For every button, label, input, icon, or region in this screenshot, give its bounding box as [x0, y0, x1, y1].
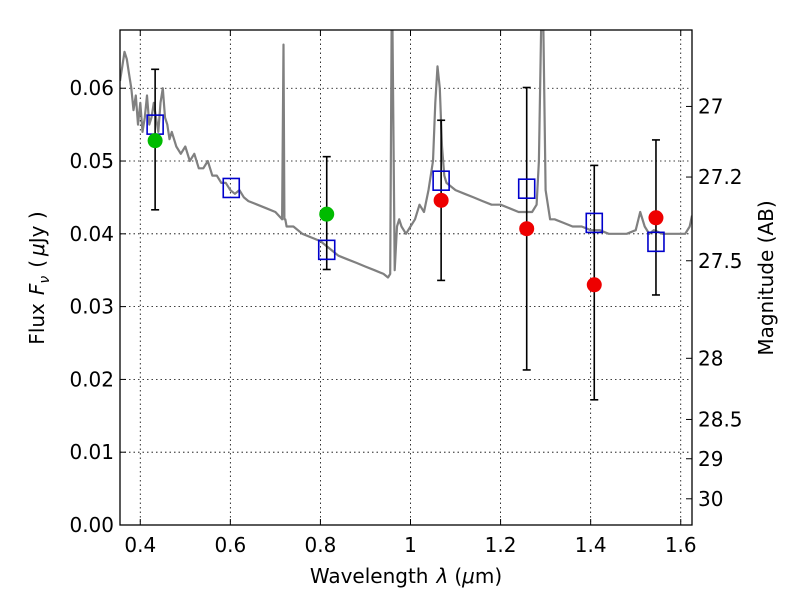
axis-ticks: 0.4 0.6 0.8 1 1.2 1.4 1.6 0.00 0.01 0.02 0.03 0.04 0…: [69, 30, 743, 557]
y2-tick-label: 27.2: [698, 165, 743, 189]
observed-point-marker: [519, 221, 535, 237]
y-tick-label: 0.03: [69, 295, 114, 319]
y2-tick-label: 28.5: [698, 407, 743, 431]
x-tick-label: 1.2: [485, 533, 517, 557]
y-axis-title: FluxFν(μJy ): [25, 211, 53, 344]
data-markers: [146, 114, 665, 293]
observed-point-marker: [147, 133, 163, 149]
y2-tick-label: 27: [698, 94, 723, 118]
y-tick-label: 0.05: [69, 149, 114, 173]
model-square-marker: [222, 177, 241, 199]
x-tick-label: 0.8: [305, 533, 337, 557]
y-tick-label: 0.04: [69, 222, 114, 246]
x-tick-label: 0.6: [214, 533, 246, 557]
x-tick-label: 0.4: [124, 533, 156, 557]
model-square-marker: [317, 239, 336, 261]
model-square-marker: [647, 231, 665, 253]
x-axis-title: Wavelength λ (μm): [310, 564, 502, 588]
y2-tick-label: 27.5: [698, 249, 743, 273]
observed-point-marker: [586, 277, 602, 293]
model-square-marker: [432, 170, 450, 191]
x-tick-label: 1: [404, 533, 417, 557]
x-tick-label: 1.4: [575, 533, 607, 557]
y-tick-label: 0.00: [69, 513, 114, 537]
plot-frame: [119, 29, 693, 526]
observed-point-marker: [433, 192, 449, 208]
y2-tick-label: 28: [698, 346, 723, 370]
y-tick-label: 0.06: [69, 76, 114, 100]
grid-lines: [120, 30, 692, 526]
y2-tick-label: 29: [698, 447, 723, 471]
y2-axis-title: Magnitude (AB): [754, 200, 778, 355]
spectrum-series: [120, 30, 692, 279]
observed-point-marker: [319, 206, 335, 222]
model-square-marker: [517, 178, 536, 199]
y2-tick-label: 30: [698, 487, 723, 511]
y-tick-label: 0.02: [69, 367, 114, 391]
observed-point-marker: [648, 210, 664, 226]
x-tick-label: 1.6: [665, 533, 697, 557]
model-square-marker: [585, 212, 604, 234]
spectrum-line: [120, 30, 692, 279]
y-tick-label: 0.01: [69, 440, 114, 464]
